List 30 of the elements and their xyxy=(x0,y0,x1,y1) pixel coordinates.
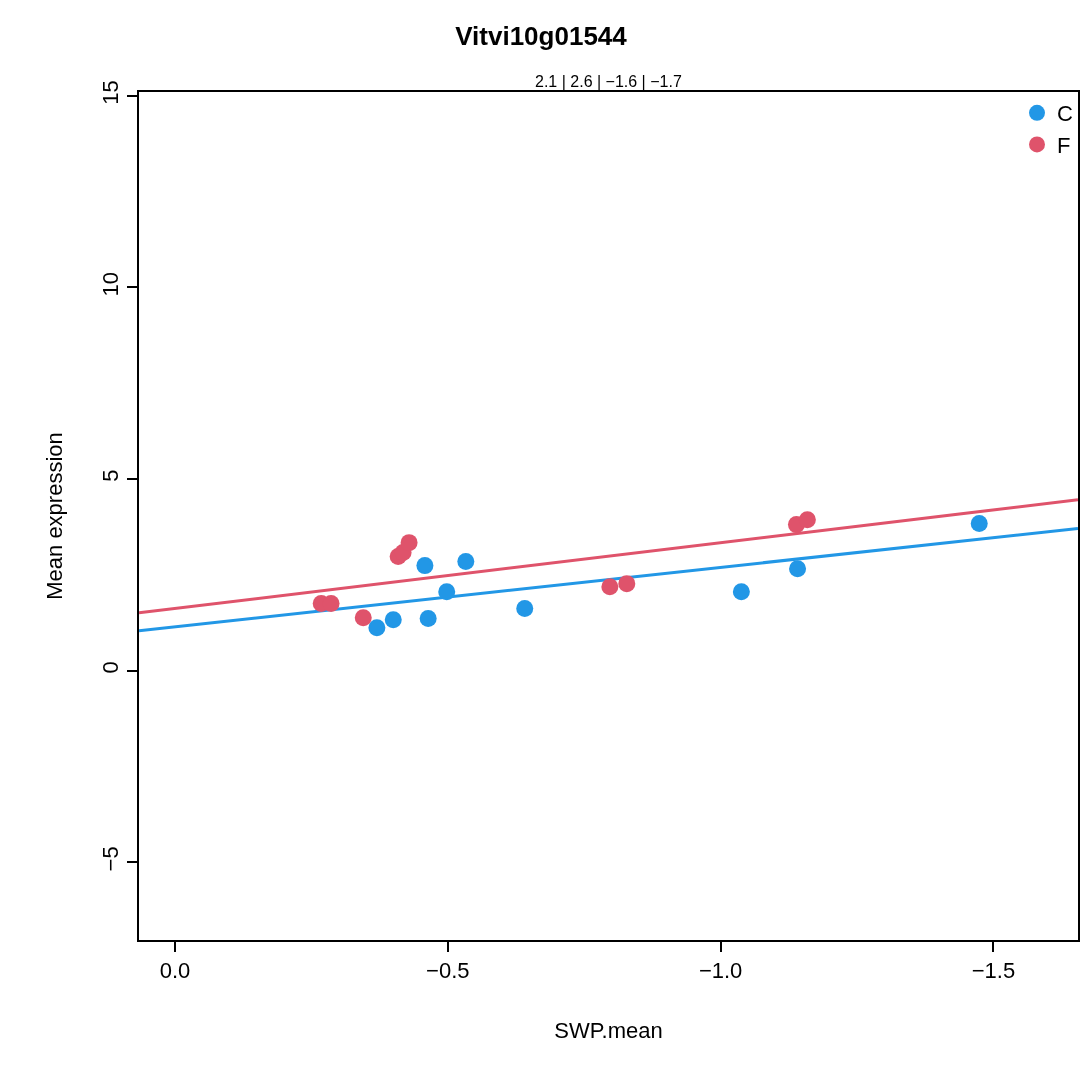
point xyxy=(416,557,434,575)
point xyxy=(438,583,456,601)
point xyxy=(419,610,437,627)
y-tick-label: −5 xyxy=(98,846,124,872)
y-tick-label: 10 xyxy=(98,271,124,297)
chart-title: Vitvi10g01544 xyxy=(455,20,628,51)
point xyxy=(368,619,386,637)
point xyxy=(400,534,418,552)
y-tick-label: 0 xyxy=(98,661,124,674)
legend-label: C xyxy=(1057,101,1073,127)
chart-subtitle: 2.1 | 2.6 | −1.6 | −1.7 xyxy=(535,73,682,90)
point xyxy=(601,578,619,596)
x-tick-label: 0.0 xyxy=(159,958,191,984)
legend-label: F xyxy=(1057,132,1071,158)
point xyxy=(354,609,372,627)
x-tick-label: −0.5 xyxy=(426,958,470,984)
point xyxy=(618,575,636,593)
point xyxy=(516,600,534,618)
point xyxy=(970,514,988,532)
point xyxy=(732,583,750,601)
point xyxy=(798,511,816,529)
x-tick-label: −1.0 xyxy=(698,958,743,984)
point xyxy=(457,552,475,570)
y-tick-label: 5 xyxy=(98,469,124,482)
x-axis-title: SWP.mean xyxy=(554,1017,663,1043)
point xyxy=(789,560,807,578)
y-axis-title: Mean expression xyxy=(41,432,67,600)
x-tick-label: −1.5 xyxy=(971,958,1016,984)
point xyxy=(384,611,402,629)
y-tick-label: 15 xyxy=(98,80,124,105)
